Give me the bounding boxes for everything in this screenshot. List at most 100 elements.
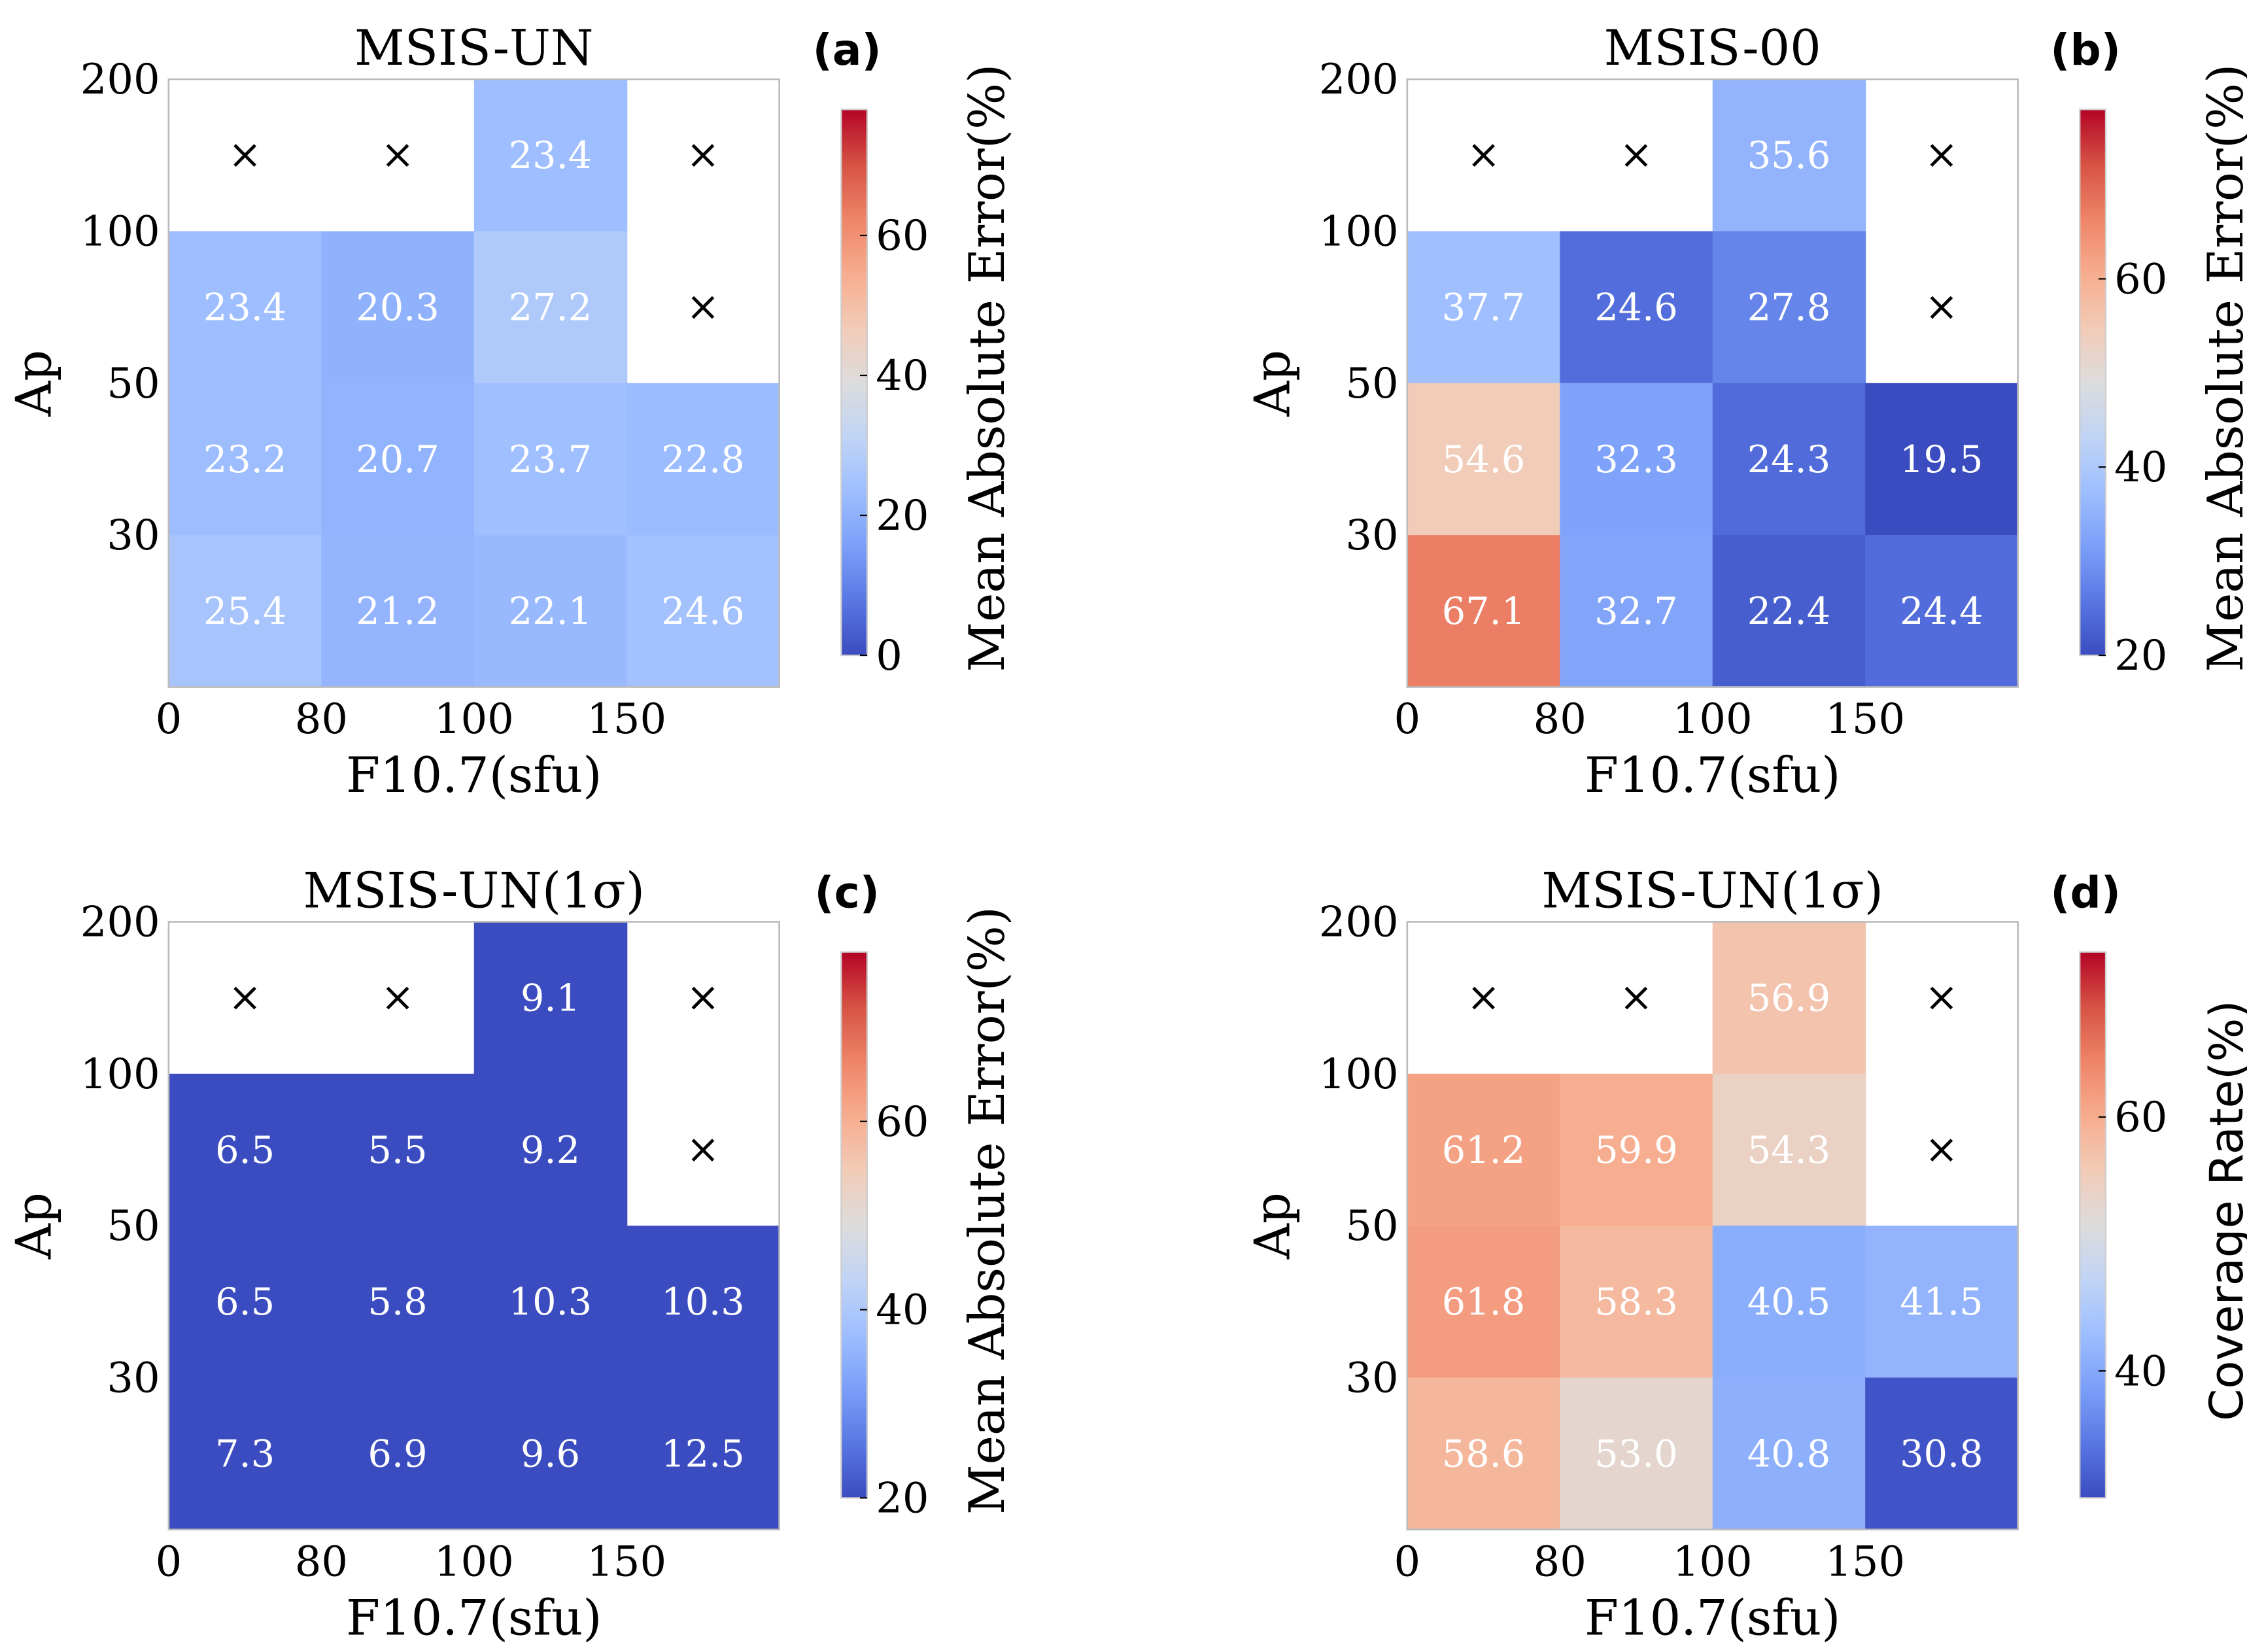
heatmap-cell <box>1712 1226 1866 1379</box>
cell-value-label: 24.3 <box>1747 438 1830 481</box>
cell-value-label: 9.6 <box>521 1432 580 1475</box>
heatmap-cell <box>1560 535 1713 688</box>
heatmap-cell <box>168 383 322 536</box>
cell-value-label: 54.6 <box>1442 438 1525 481</box>
panel-label: (a) <box>813 25 882 75</box>
colorbar-tick-label: 40 <box>2114 443 2167 492</box>
y-tick-label: 50 <box>107 1202 160 1250</box>
y-axis-label: Ap <box>5 1192 62 1260</box>
cell-value-label: 23.2 <box>203 438 286 481</box>
cell-value-label: 41.5 <box>1900 1280 1983 1324</box>
x-tick-label: 0 <box>1394 695 1421 744</box>
y-tick-label: 200 <box>1319 56 1399 104</box>
missing-marker: × <box>686 131 720 178</box>
missing-marker: × <box>1467 131 1501 178</box>
cell-value-label: 37.7 <box>1442 285 1525 329</box>
heatmap-cell <box>1865 383 2019 536</box>
heatmap-cell <box>321 383 475 536</box>
heatmap-cell <box>1865 1377 2019 1530</box>
missing-marker: × <box>1925 973 1959 1020</box>
heatmap-cell <box>1560 231 1713 384</box>
heatmap-cell <box>626 1377 780 1530</box>
colorbar-tick-label: 40 <box>2114 1347 2167 1396</box>
cell-value-label: 25.4 <box>203 589 286 633</box>
heatmap-cell <box>473 535 628 688</box>
chart-title: MSIS-UN <box>354 20 593 77</box>
heatmap-cell <box>473 921 628 1075</box>
colorbar-tick-label: 20 <box>876 492 929 540</box>
cell-value-label: 56.9 <box>1747 976 1830 1020</box>
cell-value-label: 10.3 <box>661 1280 744 1324</box>
missing-marker: × <box>1925 1126 1959 1173</box>
x-axis-label: F10.7(sfu) <box>346 1590 602 1647</box>
x-tick-label: 80 <box>1534 695 1587 744</box>
x-tick-label: 150 <box>587 1538 666 1586</box>
x-tick-label: 0 <box>156 695 182 744</box>
cell-value-label: 54.3 <box>1747 1128 1830 1172</box>
missing-marker: × <box>381 131 415 178</box>
colorbar-tick-label: 20 <box>876 1474 929 1523</box>
cell-value-label: 27.8 <box>1747 285 1830 329</box>
y-tick-label: 50 <box>1345 1202 1398 1250</box>
cell-value-label: 61.8 <box>1442 1280 1525 1324</box>
cell-value-label: 22.1 <box>509 589 592 633</box>
colorbar-label: Mean Absolute Error(%) <box>959 64 1016 672</box>
cell-value-label: 67.1 <box>1442 589 1525 633</box>
x-tick-label: 0 <box>1394 1538 1421 1586</box>
y-tick-label: 100 <box>1319 207 1399 256</box>
colorbar-tick-label: 60 <box>2114 1093 2167 1142</box>
x-tick-label: 80 <box>1534 1538 1587 1586</box>
missing-marker: × <box>686 283 720 330</box>
cell-value-label: 24.4 <box>1900 589 1983 633</box>
colorbar-tick-label: 60 <box>876 212 929 260</box>
heatmap-cell <box>168 1073 322 1227</box>
panel-c: × × 9.1 × 6.5 5.5 9.2 × 6.5 5.8 10.3 10.3 7.3 6.9 9.6 1… <box>5 862 1016 1646</box>
y-tick-label: 30 <box>1345 1354 1398 1402</box>
missing-marker: × <box>381 973 415 1020</box>
y-tick-label: 200 <box>1319 898 1399 946</box>
y-tick-label: 100 <box>1319 1050 1399 1099</box>
x-tick-label: 100 <box>434 1538 514 1586</box>
panel-label: (b) <box>2050 25 2121 75</box>
y-tick-label: 30 <box>107 1354 160 1402</box>
missing-marker: × <box>1619 131 1653 178</box>
cell-value-label: 32.3 <box>1594 438 1677 481</box>
cell-value-label: 24.6 <box>661 589 744 633</box>
cell-value-label: 23.4 <box>509 133 592 177</box>
x-axis-label: F10.7(sfu) <box>1585 747 1840 804</box>
x-tick-label: 100 <box>1673 695 1753 744</box>
heatmap-cell <box>1407 231 1561 384</box>
heatmap-cell <box>1407 535 1561 688</box>
heatmap-cell <box>1560 1226 1713 1379</box>
cell-value-label: 27.2 <box>509 285 592 329</box>
missing-marker: × <box>1925 283 1959 330</box>
x-tick-label: 80 <box>295 695 348 744</box>
heatmap-cell <box>1712 1377 1866 1530</box>
panel-label: (d) <box>2050 867 2121 918</box>
heatmap-cell <box>1712 79 1866 232</box>
cell-value-label: 59.9 <box>1594 1128 1677 1172</box>
y-tick-label: 200 <box>80 898 160 946</box>
heatmap-cell <box>1407 1073 1561 1227</box>
heatmap-cell <box>1560 383 1713 536</box>
colorbar-tick-label: 60 <box>876 1098 929 1146</box>
heatmap-cell <box>321 535 475 688</box>
heatmap-cell <box>168 231 322 384</box>
cell-value-label: 58.3 <box>1594 1280 1677 1324</box>
missing-marker: × <box>1467 973 1501 1020</box>
heatmap-cell <box>321 231 475 384</box>
heatmap-cell <box>168 535 322 688</box>
missing-marker: × <box>686 973 720 1020</box>
x-tick-label: 0 <box>156 1538 182 1586</box>
colorbar <box>2079 109 2107 657</box>
cell-value-label: 22.8 <box>661 438 744 481</box>
heatmap-cell <box>473 1226 628 1379</box>
heatmap-cell <box>473 383 628 536</box>
heatmap-cell <box>168 1226 322 1379</box>
heatmap-cell <box>1407 1226 1561 1379</box>
cell-value-label: 5.5 <box>368 1128 428 1172</box>
x-axis-label: F10.7(sfu) <box>1585 1590 1840 1647</box>
cell-value-label: 53.0 <box>1594 1432 1677 1475</box>
heatmap-cell <box>321 1073 475 1227</box>
